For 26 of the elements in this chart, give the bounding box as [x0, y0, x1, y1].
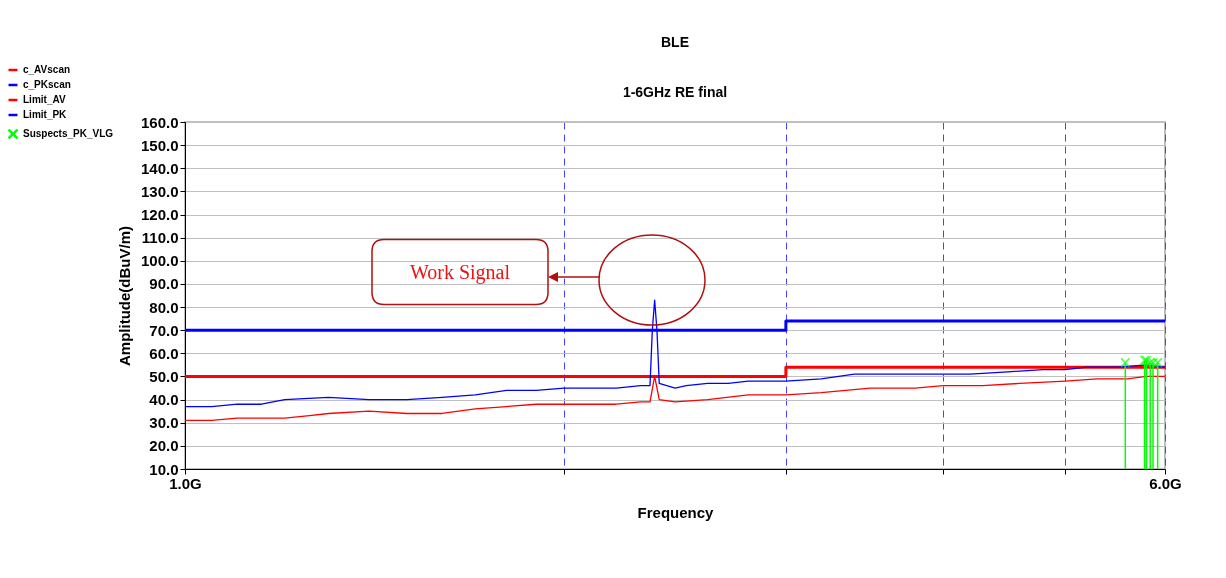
x-axis-title: Frequency — [637, 503, 715, 521]
legend-label: c_PKscan — [23, 79, 71, 90]
y-tick-label: 140.0 — [140, 159, 179, 177]
y-tick-label: 90.0 — [149, 275, 179, 293]
y-tick-label: 120.0 — [140, 206, 179, 224]
x-tick-label: 6.0G — [1149, 474, 1182, 492]
y-tick-label: 110.0 — [141, 229, 179, 247]
y-tick-label: 50.0 — [149, 367, 179, 385]
legend-label: Limit_PK — [23, 109, 68, 120]
y-tick-label: 60.0 — [149, 344, 179, 362]
y-tick-label: 160.0 — [140, 113, 179, 131]
chart-subtitle: 1-6GHz RE final — [622, 84, 728, 100]
y-tick-label: 40.0 — [149, 391, 179, 409]
annotation: Work Signal — [409, 261, 511, 284]
y-tick-label: 20.0 — [149, 437, 179, 455]
chart-title: BLE — [661, 34, 689, 50]
y-tick-label: 70.0 — [149, 321, 179, 339]
y-tick-label: 100.0 — [140, 252, 179, 270]
y-tick-label: 130.0 — [140, 182, 179, 200]
legend-label: Limit_AV — [23, 94, 66, 105]
legend-label: Suspects_PK_VLG — [23, 128, 114, 139]
y-tick-label: 30.0 — [149, 414, 179, 432]
y-tick-label: 150.0 — [140, 136, 179, 154]
legend-label: c_AVscan — [23, 64, 71, 75]
y-tick-label: 80.0 — [149, 298, 179, 316]
y-axis-title: Amplitude(dBuV/m) — [115, 226, 133, 366]
